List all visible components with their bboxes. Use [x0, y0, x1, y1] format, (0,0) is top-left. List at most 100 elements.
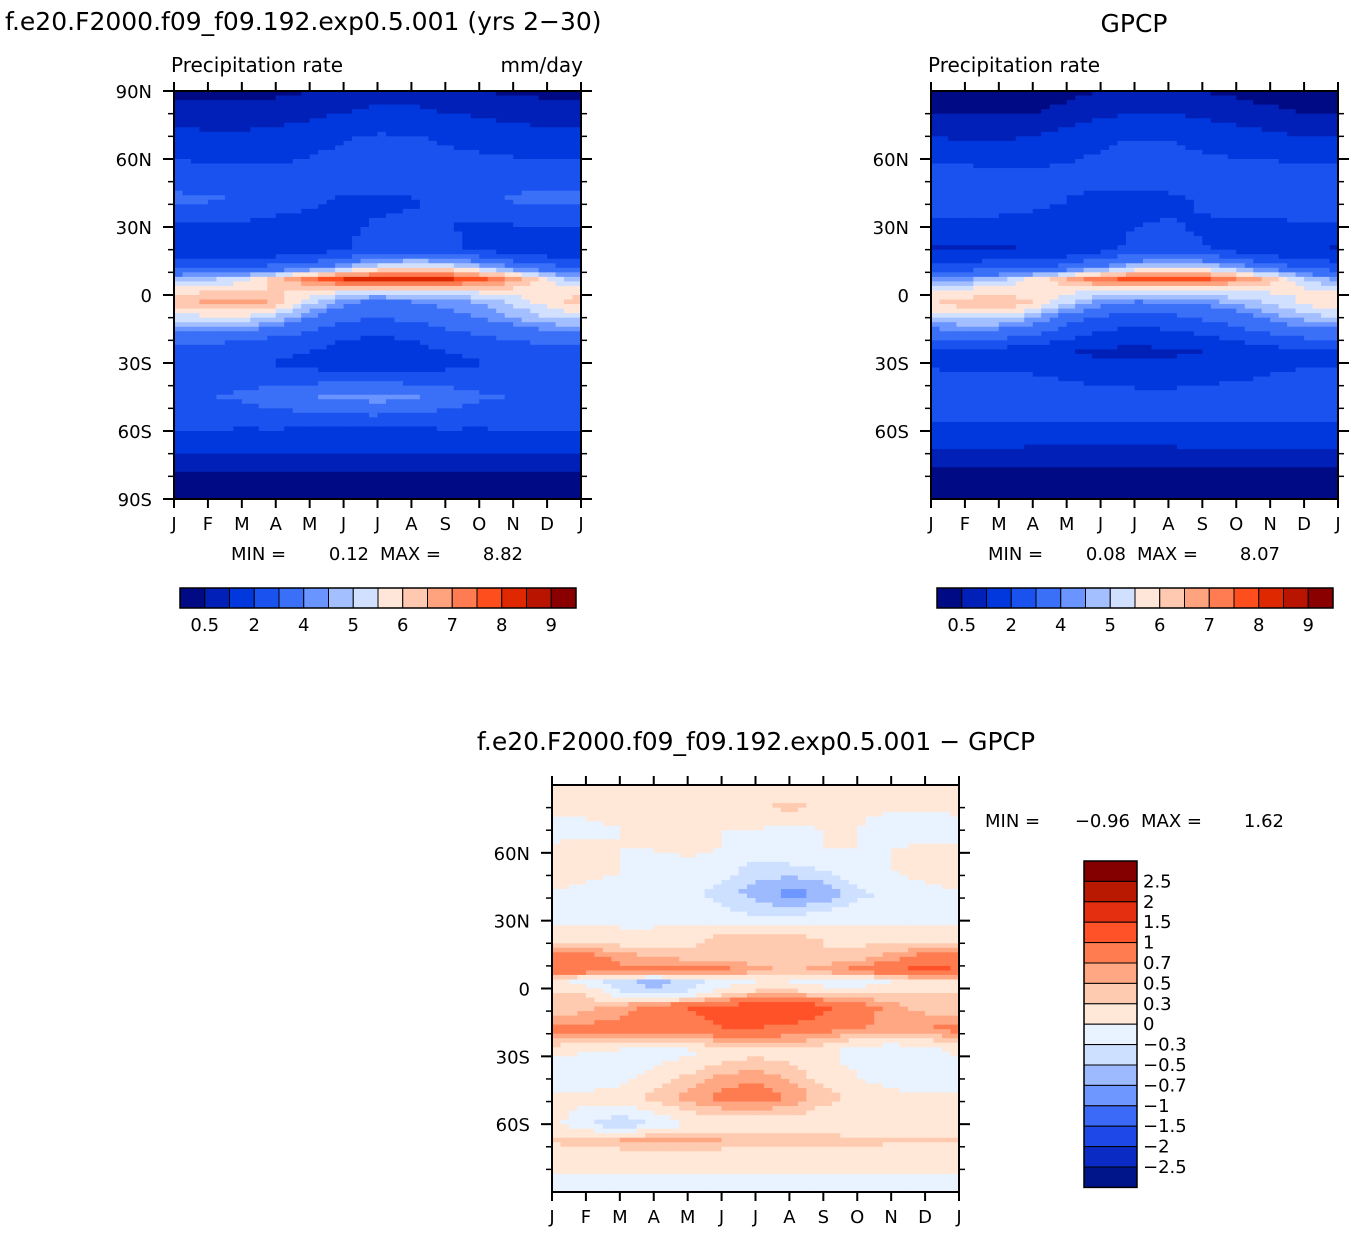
field-cell	[233, 199, 243, 205]
field-cell	[411, 140, 421, 146]
field-cell	[453, 412, 463, 418]
field-cell	[292, 91, 302, 97]
field-cell	[174, 467, 184, 473]
field-cell	[301, 217, 311, 224]
field-cell	[275, 122, 285, 128]
field-cell	[538, 245, 548, 251]
field-cell	[479, 240, 489, 246]
field-cell	[1049, 140, 1059, 146]
field-cell	[216, 353, 226, 360]
field-cell	[233, 304, 243, 310]
field-cell	[360, 313, 370, 319]
field-cell	[182, 326, 192, 332]
field-cell	[1007, 104, 1017, 110]
field-cell	[369, 118, 379, 124]
field-cell	[369, 467, 379, 473]
field-cell	[504, 276, 514, 282]
field-cell	[402, 181, 413, 187]
field-cell	[1015, 136, 1025, 142]
field-cell	[301, 118, 311, 124]
field-cell	[369, 299, 379, 305]
field-cell	[470, 217, 480, 224]
field-cell	[318, 131, 328, 137]
field-cell	[402, 263, 413, 269]
field-cell	[487, 281, 497, 287]
field-cell	[572, 453, 582, 459]
field-cell	[258, 168, 268, 174]
field-cell	[190, 177, 201, 183]
field-cell	[352, 249, 362, 255]
field-cell	[504, 367, 514, 373]
field-cell	[462, 186, 472, 192]
field-cell	[216, 181, 226, 187]
field-cell	[292, 367, 302, 373]
field-cell	[1109, 95, 1119, 101]
field-cell	[445, 399, 455, 405]
field-cell	[343, 249, 353, 255]
field-cell	[360, 272, 370, 278]
field-cell	[445, 222, 455, 228]
field-cell	[241, 295, 251, 301]
field-cell	[292, 480, 302, 486]
field-cell	[1244, 100, 1254, 106]
field-cell	[538, 140, 548, 146]
field-cell	[521, 299, 531, 305]
field-cell	[1134, 131, 1144, 137]
field-cell	[479, 204, 489, 210]
field-cell	[216, 421, 226, 428]
field-cell	[190, 335, 201, 341]
field-cell	[335, 222, 345, 228]
field-cell	[1117, 109, 1127, 115]
field-cell	[1151, 118, 1161, 124]
field-cell	[402, 272, 413, 278]
field-cell	[419, 322, 429, 328]
field-cell	[564, 313, 574, 319]
field-cell	[224, 358, 234, 364]
field-cell	[216, 145, 226, 151]
field-cell	[377, 285, 387, 292]
field-cell	[513, 181, 523, 187]
field-cell	[275, 109, 285, 115]
field-cell	[250, 181, 260, 187]
field-cell	[1321, 95, 1331, 101]
field-cell	[513, 231, 523, 237]
field-cell	[538, 431, 548, 437]
field-cell	[377, 154, 387, 160]
field-cell	[385, 109, 396, 115]
field-cell	[521, 199, 531, 205]
field-cell	[470, 258, 480, 264]
field-cell	[555, 109, 565, 115]
field-cell	[555, 376, 565, 382]
field-cell	[547, 480, 557, 486]
field-cell	[292, 172, 302, 178]
field-cell	[572, 168, 582, 174]
field-cell	[1126, 104, 1136, 110]
field-cell	[1032, 104, 1042, 110]
field-cell	[352, 186, 362, 192]
field-cell	[496, 367, 506, 373]
field-cell	[369, 308, 379, 314]
field-cell	[496, 104, 506, 110]
field-cell	[352, 140, 362, 146]
field-cell	[352, 431, 362, 437]
field-cell	[1227, 131, 1237, 137]
field-cell	[1253, 127, 1263, 133]
field-cell	[496, 109, 506, 115]
field-cell	[301, 181, 311, 187]
field-cell	[326, 195, 336, 201]
field-cell	[496, 263, 506, 269]
field-cell	[513, 113, 523, 119]
field-cell	[292, 131, 302, 137]
field-cell	[538, 295, 548, 301]
field-cell	[1270, 131, 1280, 137]
field-cell	[190, 195, 201, 201]
field-cell	[360, 172, 370, 178]
field-cell	[360, 290, 370, 296]
field-cell	[377, 249, 387, 255]
field-cell	[462, 449, 472, 455]
field-cell	[470, 453, 480, 459]
field-cell	[436, 317, 446, 323]
field-cell	[309, 304, 319, 310]
field-cell	[496, 149, 506, 156]
field-cell	[199, 385, 209, 391]
